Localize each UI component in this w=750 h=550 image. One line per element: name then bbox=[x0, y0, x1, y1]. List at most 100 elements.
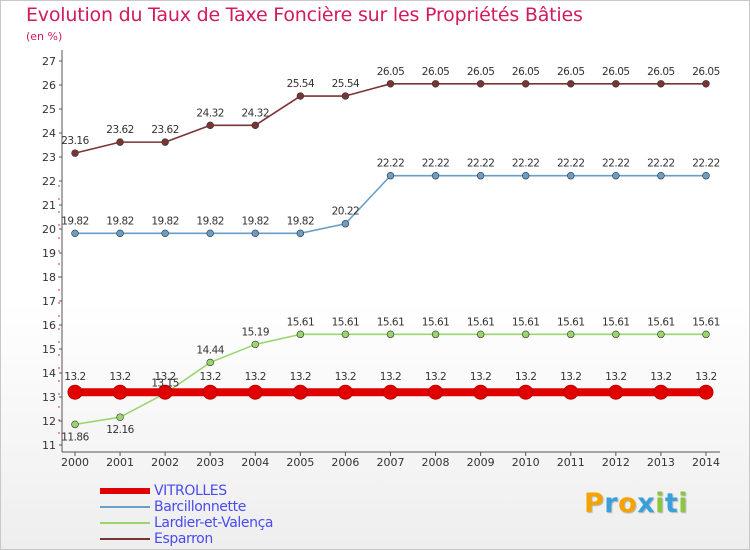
point-lardier-et-valen-a-2006 bbox=[341, 330, 350, 339]
data-label-barcillonnette-2010: 22.22 bbox=[512, 158, 540, 170]
chart-title: Evolution du Taux de Taxe Foncière sur l… bbox=[26, 4, 583, 26]
logo-letter: i bbox=[655, 488, 665, 519]
point-vitrolles-2008 bbox=[428, 384, 444, 400]
x-tick-label-2005: 2005 bbox=[286, 456, 314, 469]
data-label-esparron-2003: 24.32 bbox=[196, 107, 224, 119]
point-lardier-et-valen-a-2010 bbox=[521, 330, 530, 339]
point-esparron-2000 bbox=[71, 149, 79, 157]
point-vitrolles-2007 bbox=[382, 384, 398, 400]
point-lardier-et-valen-a-2000 bbox=[71, 420, 79, 429]
data-label-lardier-et-valen-a-2001: 12.16 bbox=[106, 424, 134, 436]
data-label-vitrolles-2003: 13.2 bbox=[200, 371, 221, 383]
point-barcillonnette-2002 bbox=[161, 229, 169, 238]
data-label-esparron-2001: 23.62 bbox=[106, 124, 134, 136]
y-tick-label-12: 12 bbox=[42, 415, 56, 428]
point-barcillonnette-2004 bbox=[251, 229, 259, 238]
data-label-barcillonnette-2006: 20.22 bbox=[332, 206, 360, 218]
point-esparron-2003 bbox=[206, 121, 214, 130]
data-label-vitrolles-2008: 13.2 bbox=[425, 371, 446, 383]
data-label-lardier-et-valen-a-2008: 15.61 bbox=[422, 316, 450, 328]
data-label-esparron-2000: 23.16 bbox=[61, 135, 89, 147]
data-label-lardier-et-valen-a-2006: 15.61 bbox=[332, 316, 360, 328]
data-label-esparron-2011: 26.05 bbox=[557, 66, 585, 78]
x-tick-label-2007: 2007 bbox=[376, 456, 404, 469]
point-vitrolles-2009 bbox=[473, 384, 489, 400]
data-label-barcillonnette-2014: 22.22 bbox=[692, 158, 720, 170]
data-label-lardier-et-valen-a-2012: 15.61 bbox=[602, 316, 630, 328]
data-label-vitrolles-2002: 13.2 bbox=[154, 371, 175, 383]
legend-label-esparron: Esparron bbox=[154, 531, 213, 547]
data-label-lardier-et-valen-a-2010: 15.61 bbox=[512, 316, 540, 328]
data-label-barcillonnette-2007: 22.22 bbox=[377, 158, 405, 170]
point-vitrolles-2012 bbox=[608, 384, 624, 400]
y-tick-label-17: 17 bbox=[42, 295, 56, 308]
logo-letter: r bbox=[604, 488, 619, 519]
point-vitrolles-2005 bbox=[292, 384, 308, 400]
data-label-vitrolles-2004: 13.2 bbox=[245, 371, 266, 383]
proxiti-logo: Proxiti bbox=[584, 488, 688, 519]
point-barcillonnette-2014 bbox=[702, 172, 710, 180]
point-lardier-et-valen-a-2001 bbox=[116, 413, 124, 421]
point-vitrolles-2014 bbox=[698, 384, 714, 400]
point-esparron-2011 bbox=[567, 80, 575, 88]
point-barcillonnette-2005 bbox=[296, 229, 305, 238]
point-vitrolles-2006 bbox=[337, 384, 353, 400]
data-label-barcillonnette-2004: 19.82 bbox=[241, 215, 269, 227]
data-label-vitrolles-2000: 13.2 bbox=[64, 371, 85, 383]
legend-swatch-vitrolles bbox=[100, 488, 150, 494]
y-tick-label-26: 26 bbox=[42, 79, 56, 92]
data-label-vitrolles-2014: 13.2 bbox=[695, 371, 716, 383]
logo-letter: t bbox=[664, 488, 679, 519]
data-label-barcillonnette-2005: 19.82 bbox=[287, 215, 315, 227]
data-label-lardier-et-valen-a-2007: 15.61 bbox=[377, 316, 405, 328]
point-esparron-2007 bbox=[386, 80, 395, 88]
x-tick-label-2013: 2013 bbox=[647, 456, 675, 469]
y-tick-label-22: 22 bbox=[42, 175, 56, 188]
data-label-lardier-et-valen-a-2004: 15.19 bbox=[241, 326, 269, 338]
logo-letter: P bbox=[584, 488, 605, 519]
data-label-vitrolles-2011: 13.2 bbox=[560, 371, 581, 383]
data-label-barcillonnette-2001: 19.82 bbox=[106, 215, 134, 227]
data-label-esparron-2004: 24.32 bbox=[241, 107, 269, 119]
point-barcillonnette-2013 bbox=[657, 172, 665, 180]
point-esparron-2009 bbox=[476, 80, 485, 88]
point-vitrolles-2011 bbox=[563, 384, 579, 400]
x-tick-label-2001: 2001 bbox=[106, 456, 134, 469]
data-label-esparron-2008: 26.05 bbox=[422, 66, 450, 78]
x-tick-label-2014: 2014 bbox=[692, 456, 720, 469]
logo-letter: i bbox=[678, 488, 689, 519]
data-label-barcillonnette-2013: 22.22 bbox=[647, 158, 675, 170]
x-tick-label-2003: 2003 bbox=[196, 456, 224, 469]
point-lardier-et-valen-a-2013 bbox=[657, 330, 665, 339]
point-esparron-2005 bbox=[296, 92, 305, 100]
point-barcillonnette-2009 bbox=[476, 172, 485, 180]
data-label-esparron-2012: 26.05 bbox=[602, 66, 630, 78]
point-vitrolles-2010 bbox=[518, 384, 534, 400]
data-label-lardier-et-valen-a-2013: 15.61 bbox=[647, 316, 675, 328]
y-axis-unit-label: (en %) bbox=[26, 30, 63, 43]
data-label-vitrolles-2006: 13.2 bbox=[335, 371, 356, 383]
point-esparron-2014 bbox=[702, 80, 710, 88]
x-tick-label-2006: 2006 bbox=[331, 456, 359, 469]
logo-letter: o bbox=[618, 488, 638, 519]
point-lardier-et-valen-a-2014 bbox=[702, 330, 710, 339]
point-barcillonnette-2006 bbox=[341, 220, 350, 228]
x-tick-label-2000: 2000 bbox=[61, 456, 89, 469]
y-tick-label-14: 14 bbox=[42, 367, 56, 380]
data-label-esparron-2009: 26.05 bbox=[467, 66, 495, 78]
data-label-lardier-et-valen-a-2005: 15.61 bbox=[287, 316, 315, 328]
data-label-vitrolles-2010: 13.2 bbox=[515, 371, 536, 383]
data-label-barcillonnette-2003: 19.82 bbox=[196, 215, 224, 227]
legend-swatch-esparron bbox=[100, 538, 150, 540]
data-label-vitrolles-2001: 13.2 bbox=[109, 371, 130, 383]
point-esparron-2001 bbox=[116, 138, 124, 146]
y-tick-label-25: 25 bbox=[42, 103, 56, 116]
y-tick-label-21: 21 bbox=[42, 199, 56, 212]
data-label-vitrolles-2012: 13.2 bbox=[605, 371, 626, 383]
data-label-esparron-2007: 26.05 bbox=[377, 66, 405, 78]
point-lardier-et-valen-a-2008 bbox=[431, 330, 440, 339]
x-tick-label-2002: 2002 bbox=[151, 456, 179, 469]
x-tick-label-2012: 2012 bbox=[602, 456, 630, 469]
